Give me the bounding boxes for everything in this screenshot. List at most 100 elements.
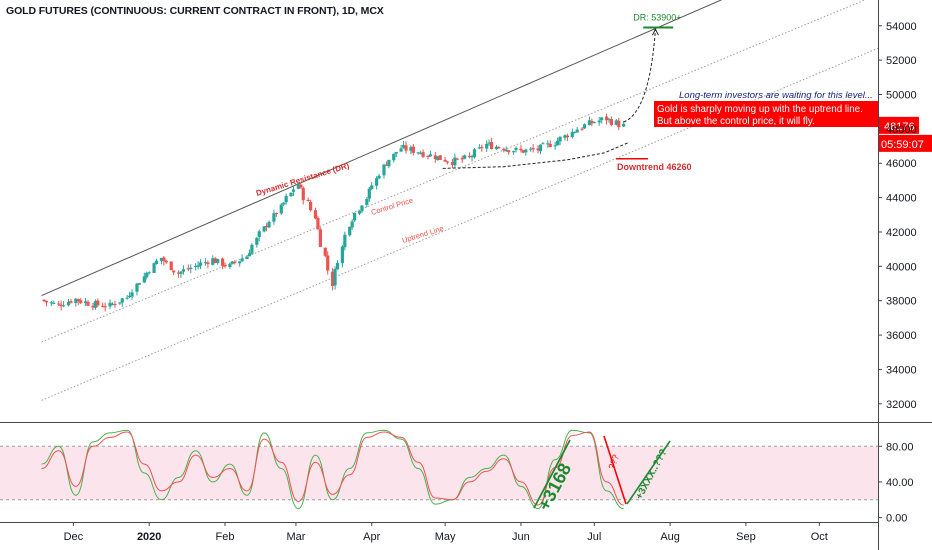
candle-body — [340, 246, 344, 264]
time-tick-label: May — [435, 531, 456, 543]
candle-body — [262, 226, 266, 232]
candle-body — [313, 210, 318, 219]
candle-body — [233, 261, 237, 263]
long-term-note: Long-term investors are waiting for this… — [679, 90, 873, 101]
price-tick-label: 38000 — [886, 296, 917, 308]
stoch-d-line — [41, 431, 624, 506]
price-tick-label: 36000 — [886, 330, 917, 342]
chart-title: GOLD FUTURES (CONTINUOUS: CURRENT CONTRA… — [6, 5, 384, 17]
candle-body — [228, 263, 232, 268]
stoch-tick-label: 0.00 — [886, 513, 907, 525]
candle-body — [480, 147, 484, 149]
candle-body — [169, 261, 173, 271]
candle-body — [343, 234, 347, 248]
candle-body — [179, 271, 183, 274]
callout-line-2: But above the control price, it will fly… — [657, 116, 815, 127]
candle-body — [409, 147, 413, 151]
candle-body — [93, 301, 97, 308]
time-tick-label: Dec — [64, 531, 84, 543]
candle-body — [282, 202, 286, 205]
time-tick-label: Oct — [811, 531, 828, 543]
candle-body — [186, 268, 190, 270]
candle-body — [152, 263, 156, 273]
time-tick-label: Aug — [660, 531, 680, 543]
candle-body — [477, 147, 481, 149]
candle-body — [460, 158, 464, 160]
callout-box — [654, 101, 878, 127]
candle-body — [49, 302, 53, 304]
stoch-next-line — [626, 440, 671, 505]
candle-body — [597, 120, 601, 123]
candle-body — [394, 151, 398, 154]
candle-body — [164, 260, 168, 263]
candle-body — [470, 156, 474, 158]
candle-body — [489, 142, 494, 150]
price-tick-label: 44000 — [886, 193, 917, 205]
time-tick-label: Apr — [363, 531, 380, 543]
candle-body — [387, 159, 391, 167]
candle-body — [353, 212, 357, 221]
stoch-q-label: ??? — [606, 453, 621, 471]
price-tick-label: 40000 — [886, 261, 917, 273]
candle-body — [541, 143, 545, 145]
candle-body — [404, 145, 408, 151]
time-tick-label: Feb — [216, 531, 235, 543]
candle-body — [135, 283, 139, 292]
annotations: DR: 53900+ Long-term investors are waitin… — [255, 12, 932, 245]
price-tick-label: 32000 — [886, 399, 917, 411]
candle-body — [582, 124, 587, 129]
price-axis: 32000 34000 36000 38000 40000 42000 44000 46000… — [878, 21, 917, 411]
time-tick-label: 2020 — [137, 531, 161, 543]
candle-body — [59, 304, 63, 307]
stoch-up-line — [533, 439, 571, 509]
candle-body — [323, 247, 327, 256]
candle-body — [463, 155, 467, 159]
candle-body — [96, 300, 100, 306]
candle-body — [118, 302, 122, 304]
candle-body — [360, 205, 364, 212]
callout-line-1: Gold is sharply moving up with the uptre… — [657, 104, 863, 115]
candle-body — [101, 305, 105, 307]
candle-body — [189, 267, 193, 269]
candle-body — [145, 272, 149, 278]
candle-body — [216, 258, 220, 263]
candle-body — [455, 158, 459, 160]
projection-curve — [623, 29, 656, 123]
candle-body — [350, 221, 354, 228]
candle-body — [365, 198, 369, 205]
candle-body — [529, 148, 533, 150]
candle-body — [137, 283, 142, 285]
candle-body — [272, 213, 276, 222]
candle-body — [267, 221, 271, 228]
candle-body — [247, 253, 252, 257]
control-price-label: Control Price — [370, 196, 414, 217]
candle-body — [553, 145, 557, 147]
trend-lines — [41, 0, 879, 401]
candle-body — [370, 185, 374, 190]
candle-body — [240, 258, 244, 262]
candle-body — [367, 188, 371, 199]
candle-body — [401, 145, 406, 148]
candle-body — [61, 305, 66, 307]
candle-body — [399, 148, 403, 152]
candle-body — [521, 150, 525, 153]
candle-body — [318, 229, 322, 247]
stoch-tick-label: 80.00 — [886, 441, 914, 453]
candle-body — [575, 129, 579, 133]
candle-body — [443, 159, 447, 162]
candle-body — [558, 136, 562, 142]
candle-body — [306, 199, 310, 202]
candle-body — [426, 155, 430, 157]
candle-body — [162, 257, 166, 262]
time-tick-label: Sep — [736, 531, 756, 543]
candle-body — [565, 135, 569, 138]
candle-body — [375, 178, 379, 186]
candle-body — [76, 298, 80, 302]
candle-body — [238, 261, 242, 264]
candle-body — [66, 301, 71, 306]
price-tick-label: 48000 — [886, 124, 917, 136]
candle-body — [125, 297, 129, 299]
candle-body — [467, 155, 472, 157]
